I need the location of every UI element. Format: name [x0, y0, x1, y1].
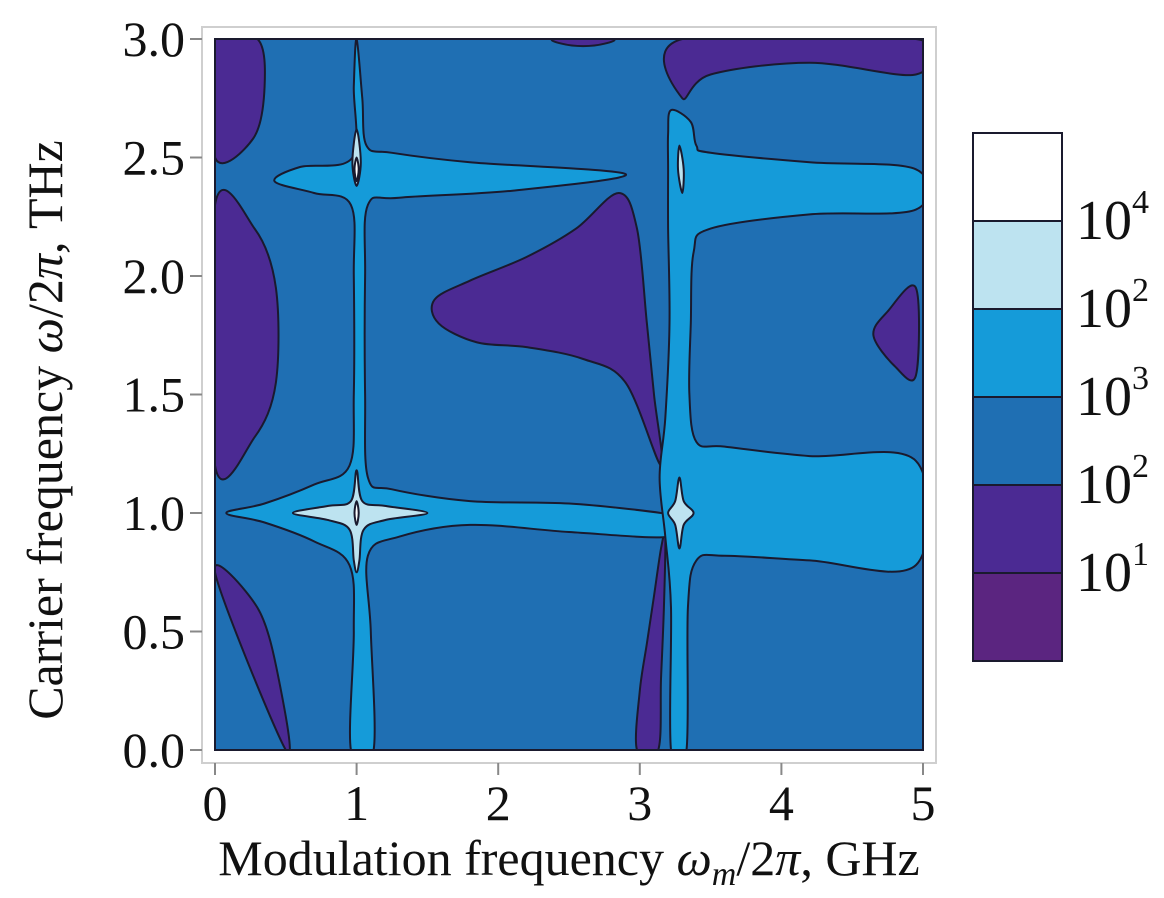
- legend-label: 103: [1076, 360, 1149, 428]
- y-axis-ticks: 0.0 0.5 1.0 1.5 2.0 2.5 3.0: [123, 11, 202, 778]
- contour-region-5: [662, 39, 923, 101]
- plot-background-level: [215, 39, 923, 750]
- x-tick-label: 4: [769, 775, 794, 831]
- legend-swatch: [972, 308, 1063, 398]
- contour-region-8: [225, 39, 677, 750]
- x-axis-ticks: 0 1 2 3 4 5: [203, 763, 936, 831]
- legend-swatch: [972, 484, 1063, 574]
- y-tick-label: 0.0: [123, 722, 186, 778]
- y-tick-label: 0.5: [123, 604, 186, 660]
- plot-border: [214, 38, 924, 751]
- contour-region-6: [872, 284, 921, 382]
- legend-swatch: [972, 396, 1063, 486]
- contour-region-1: [215, 188, 280, 481]
- x-tick-label: 2: [486, 775, 511, 831]
- x-axis-label: Modulation frequency ωm/2π, GHz: [218, 830, 919, 893]
- legend-label: 102: [1076, 272, 1149, 340]
- legend-swatch: [972, 132, 1063, 222]
- contour-regions: [215, 39, 923, 750]
- legend-swatch: [972, 220, 1063, 310]
- contour-region-9: [658, 108, 923, 750]
- contour-region-0: [215, 39, 266, 165]
- y-tick-label: 1.5: [123, 367, 186, 423]
- legend-label: 101: [1076, 536, 1149, 604]
- y-axis-label: Carrier frequency ω/2π, THz: [17, 140, 73, 720]
- x-tick-label: 5: [911, 775, 936, 831]
- contour-region-15: [353, 500, 360, 526]
- legend-label: 104: [1076, 184, 1149, 252]
- contour-region-7: [550, 39, 616, 48]
- contour-region-13: [667, 476, 695, 550]
- x-tick-label: 1: [344, 775, 369, 831]
- contour-region-2: [215, 564, 291, 750]
- y-tick-label: 2.5: [123, 130, 186, 186]
- y-tick-label: 2.0: [123, 248, 186, 304]
- plot-area: [215, 39, 923, 750]
- y-tick-label: 1.0: [123, 485, 186, 541]
- contour-region-11: [291, 469, 429, 574]
- x-tick-label: 3: [627, 775, 652, 831]
- contour-region-14: [353, 156, 360, 183]
- legend-label: 102: [1076, 448, 1149, 516]
- y-tick-label: 3.0: [123, 11, 186, 67]
- legend: 104 102 103 102 101: [972, 132, 1149, 662]
- legend-swatch: [972, 572, 1063, 662]
- contour-region-3: [430, 191, 664, 467]
- contour-region-12: [676, 144, 685, 195]
- x-tick-label: 0: [203, 775, 228, 831]
